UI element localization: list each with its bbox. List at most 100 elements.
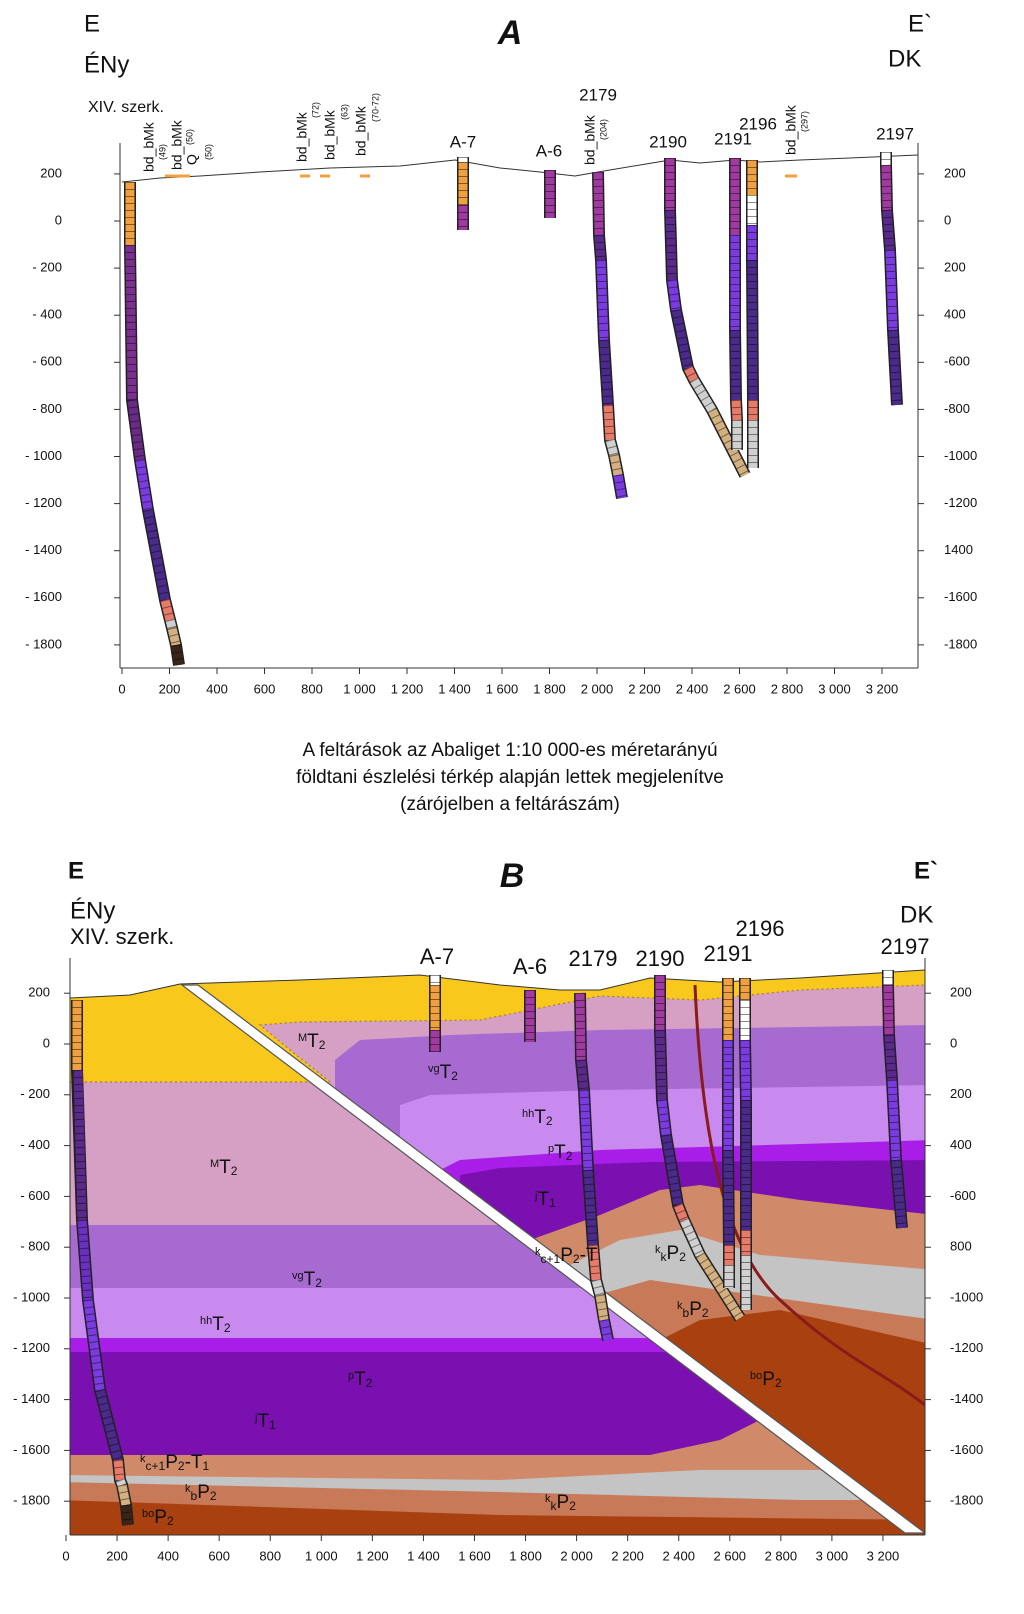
x-tick-label: 800 [259,1548,281,1563]
formation-label: vgT2 [428,1062,458,1083]
formation-part: 2 [775,1376,782,1390]
borehole-segment [599,339,613,406]
formation-part: j [254,1412,257,1424]
x-tick-label: 200 [106,1548,128,1563]
borehole-label: 2190 [649,132,687,151]
y-tick-label: - 1000 [13,1289,50,1304]
borehole-segment [690,377,716,413]
formation-part: T [440,1062,452,1083]
formation-part: 2 [702,1306,709,1320]
y-tick-label: - 1600 [25,589,62,604]
borehole-segment [609,454,623,476]
borehole-segment [673,1203,689,1222]
surface [121,154,919,183]
formation-part: p [548,1143,554,1155]
y-tick-label: - 1800 [25,636,62,651]
formation-part: k [551,1499,558,1513]
formation-part: T [554,1142,566,1163]
caption-line: (zárójelben a feltárászám) [400,794,620,815]
borehole-label: 2179 [579,85,617,104]
borehole-segment [583,1169,598,1246]
y2-tick-label: 200 [944,165,966,180]
borehole-segment [135,459,153,511]
borehole-segment [683,365,699,383]
section [70,970,925,1535]
formation-part: k [661,1250,668,1264]
formation-part: k [185,1483,191,1495]
x-tick-label: 2 800 [771,681,804,696]
outcrop-label: bd_bMk [582,114,598,165]
x-tick-label: 600 [254,681,276,696]
formation-label: kbP2 [185,1482,217,1503]
formation-part: T [534,1107,546,1128]
borehole-segment [740,1039,751,1101]
formation-part: 2 [210,1489,217,1503]
outcrop-label: bd_bMk [141,121,157,172]
borehole-segment [579,1089,593,1171]
x-tick-label: 3 200 [866,681,899,696]
y-tick-label: - 1600 [13,1442,50,1457]
panel-title: A [497,14,523,52]
y2-tick-label: -1600 [944,589,977,604]
formation-part: bo [142,1508,154,1520]
formation-part: T [219,1157,231,1178]
x-tick-label: 2 400 [676,681,709,696]
x-tick-label: 1 600 [486,681,519,696]
borehole-label: 2179 [569,946,618,971]
panel-title: B [500,857,525,895]
y2-tick-label: 200 [950,985,972,1000]
fault-line [693,984,925,1407]
formation-label: boP2 [750,1369,782,1390]
borehole-segment [730,329,741,401]
y-tick-label: - 1200 [25,495,62,510]
x-tick-label: 2 200 [611,1548,644,1563]
y2-tick-label: 0 [950,1035,957,1050]
borehole-segment [113,1459,125,1481]
borehole-segment [596,259,609,341]
y2-tick-label: -1800 [944,636,977,651]
formation-part: P [560,1245,573,1266]
borehole-segment [595,1294,609,1321]
borehole-label: 2196 [739,114,777,133]
borehole-segment [655,1029,667,1101]
direction-label: E` [914,857,938,884]
formation-part: M [210,1158,219,1170]
y-tick-label: - 400 [32,307,62,322]
borehole-segment [888,329,902,406]
borehole-segment [707,407,750,478]
borehole-segment [723,1149,734,1246]
borehole-hatch [747,259,758,401]
borehole-segment [160,598,175,622]
borehole-segment [887,1079,901,1161]
x-tick-label: 3 000 [816,1548,849,1563]
y-tick-label: - 400 [20,1137,50,1152]
formation-part: -T [185,1452,203,1473]
outcrop-label: Q [184,154,200,165]
formation-part: k [545,1493,551,1505]
formation-label: kbP2 [677,1299,709,1320]
borehole-hatch [655,1029,667,1101]
formation-part: k [655,1244,661,1256]
borehole-segment [747,259,758,401]
direction-label: E` [908,10,932,37]
y-tick-label: - 1400 [25,542,62,557]
borehole-label: 2197 [881,934,930,959]
borehole-hatch [891,1159,907,1229]
formation-part: c+1 [541,1252,561,1266]
borehole-label: 2196 [736,916,785,941]
borehole-segment [83,1299,105,1391]
borehole-segment [891,1159,907,1229]
y-tick-label: - 1200 [13,1340,50,1355]
x-tick-label: 0 [118,681,125,696]
x-tick-label: 2 000 [581,681,614,696]
borehole-segment [881,164,892,211]
borehole-segment [115,1478,127,1487]
formation-part: 2 [573,1252,580,1266]
formation-label: vgT2 [292,1269,322,1290]
formation-label: pT2 [548,1142,573,1163]
formation-part: vg [428,1063,440,1075]
formation-part: p [348,1370,354,1382]
outcrop-label: bd_bMk [169,119,185,170]
borehole-hatch [605,438,619,457]
